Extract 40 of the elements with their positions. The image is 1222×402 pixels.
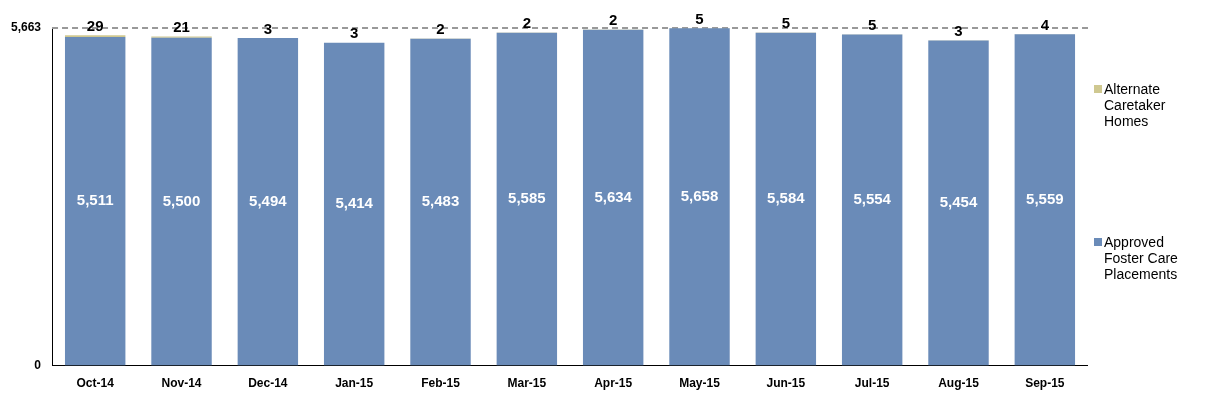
data-label: 5,500 bbox=[162, 191, 201, 209]
data-label: 5,634 bbox=[594, 187, 633, 205]
data-label: 2 bbox=[436, 20, 445, 38]
x-tick-label: Nov-14 bbox=[161, 376, 202, 391]
data-label: 5 bbox=[868, 15, 877, 33]
data-label: 4 bbox=[1040, 15, 1050, 33]
y-tick-label: 5,663 bbox=[11, 20, 42, 35]
data-label: 29 bbox=[86, 16, 104, 34]
x-tick-label: Sep-15 bbox=[1025, 376, 1065, 391]
x-tick-label: May-15 bbox=[679, 376, 721, 391]
data-label: 5,554 bbox=[853, 190, 892, 208]
x-tick-label: Aug-15 bbox=[938, 376, 980, 391]
y-tick-label: 0 bbox=[34, 357, 42, 372]
data-label: 5,585 bbox=[508, 189, 546, 207]
x-tick-label: Dec-14 bbox=[248, 376, 288, 391]
data-label: 3 bbox=[954, 21, 963, 39]
data-label: 3 bbox=[263, 19, 273, 37]
x-tick-label: Mar-15 bbox=[507, 376, 547, 391]
x-tick-label: Jun-15 bbox=[766, 376, 806, 391]
data-label: 5,483 bbox=[421, 192, 460, 210]
data-label: 5,414 bbox=[335, 194, 374, 212]
data-label: 5 bbox=[781, 14, 791, 32]
data-label: 5,658 bbox=[680, 187, 719, 205]
data-label: 5,494 bbox=[249, 191, 288, 209]
x-tick-label: Jul-15 bbox=[854, 376, 890, 391]
data-label: 5,584 bbox=[767, 189, 806, 207]
data-label: 5,511 bbox=[76, 191, 114, 209]
legend-label: Approved Foster Care Placements bbox=[1104, 233, 1179, 282]
data-label: 5,454 bbox=[939, 193, 978, 211]
data-label: 2 bbox=[522, 14, 532, 32]
data-label: 3 bbox=[350, 24, 359, 42]
x-tick-label: Feb-15 bbox=[421, 376, 461, 391]
data-label: 21 bbox=[173, 18, 190, 36]
data-label: 5 bbox=[695, 9, 704, 27]
x-tick-label: Oct-14 bbox=[76, 376, 115, 391]
x-tick-label: Apr-15 bbox=[594, 376, 633, 391]
data-label: 5,559 bbox=[1026, 190, 1064, 208]
x-tick-label: Jan-15 bbox=[335, 376, 374, 391]
data-label: 2 bbox=[609, 11, 618, 29]
legend-label: Alternate Caretaker Homes bbox=[1104, 80, 1167, 129]
